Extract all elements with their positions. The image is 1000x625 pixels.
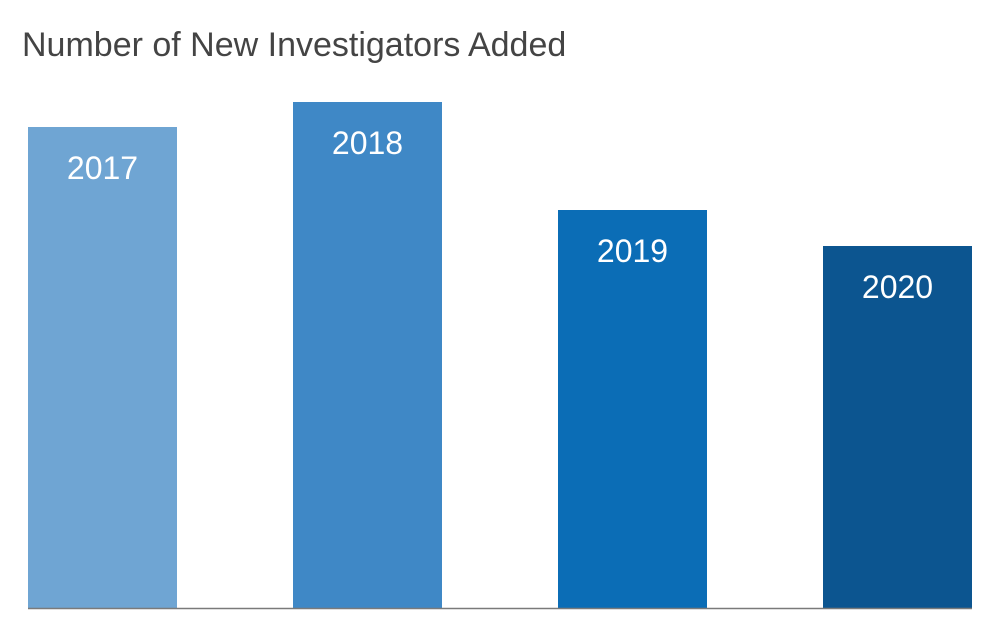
bar-label: 2018 [332,125,403,161]
bar-label: 2017 [67,150,138,186]
bar-label: 2020 [862,269,933,305]
bar [293,102,442,608]
bar [558,210,707,608]
bar [28,127,177,608]
chart-title: Number of New Investigators Added [22,26,566,64]
bar-label: 2019 [597,233,668,269]
bar [823,246,972,608]
